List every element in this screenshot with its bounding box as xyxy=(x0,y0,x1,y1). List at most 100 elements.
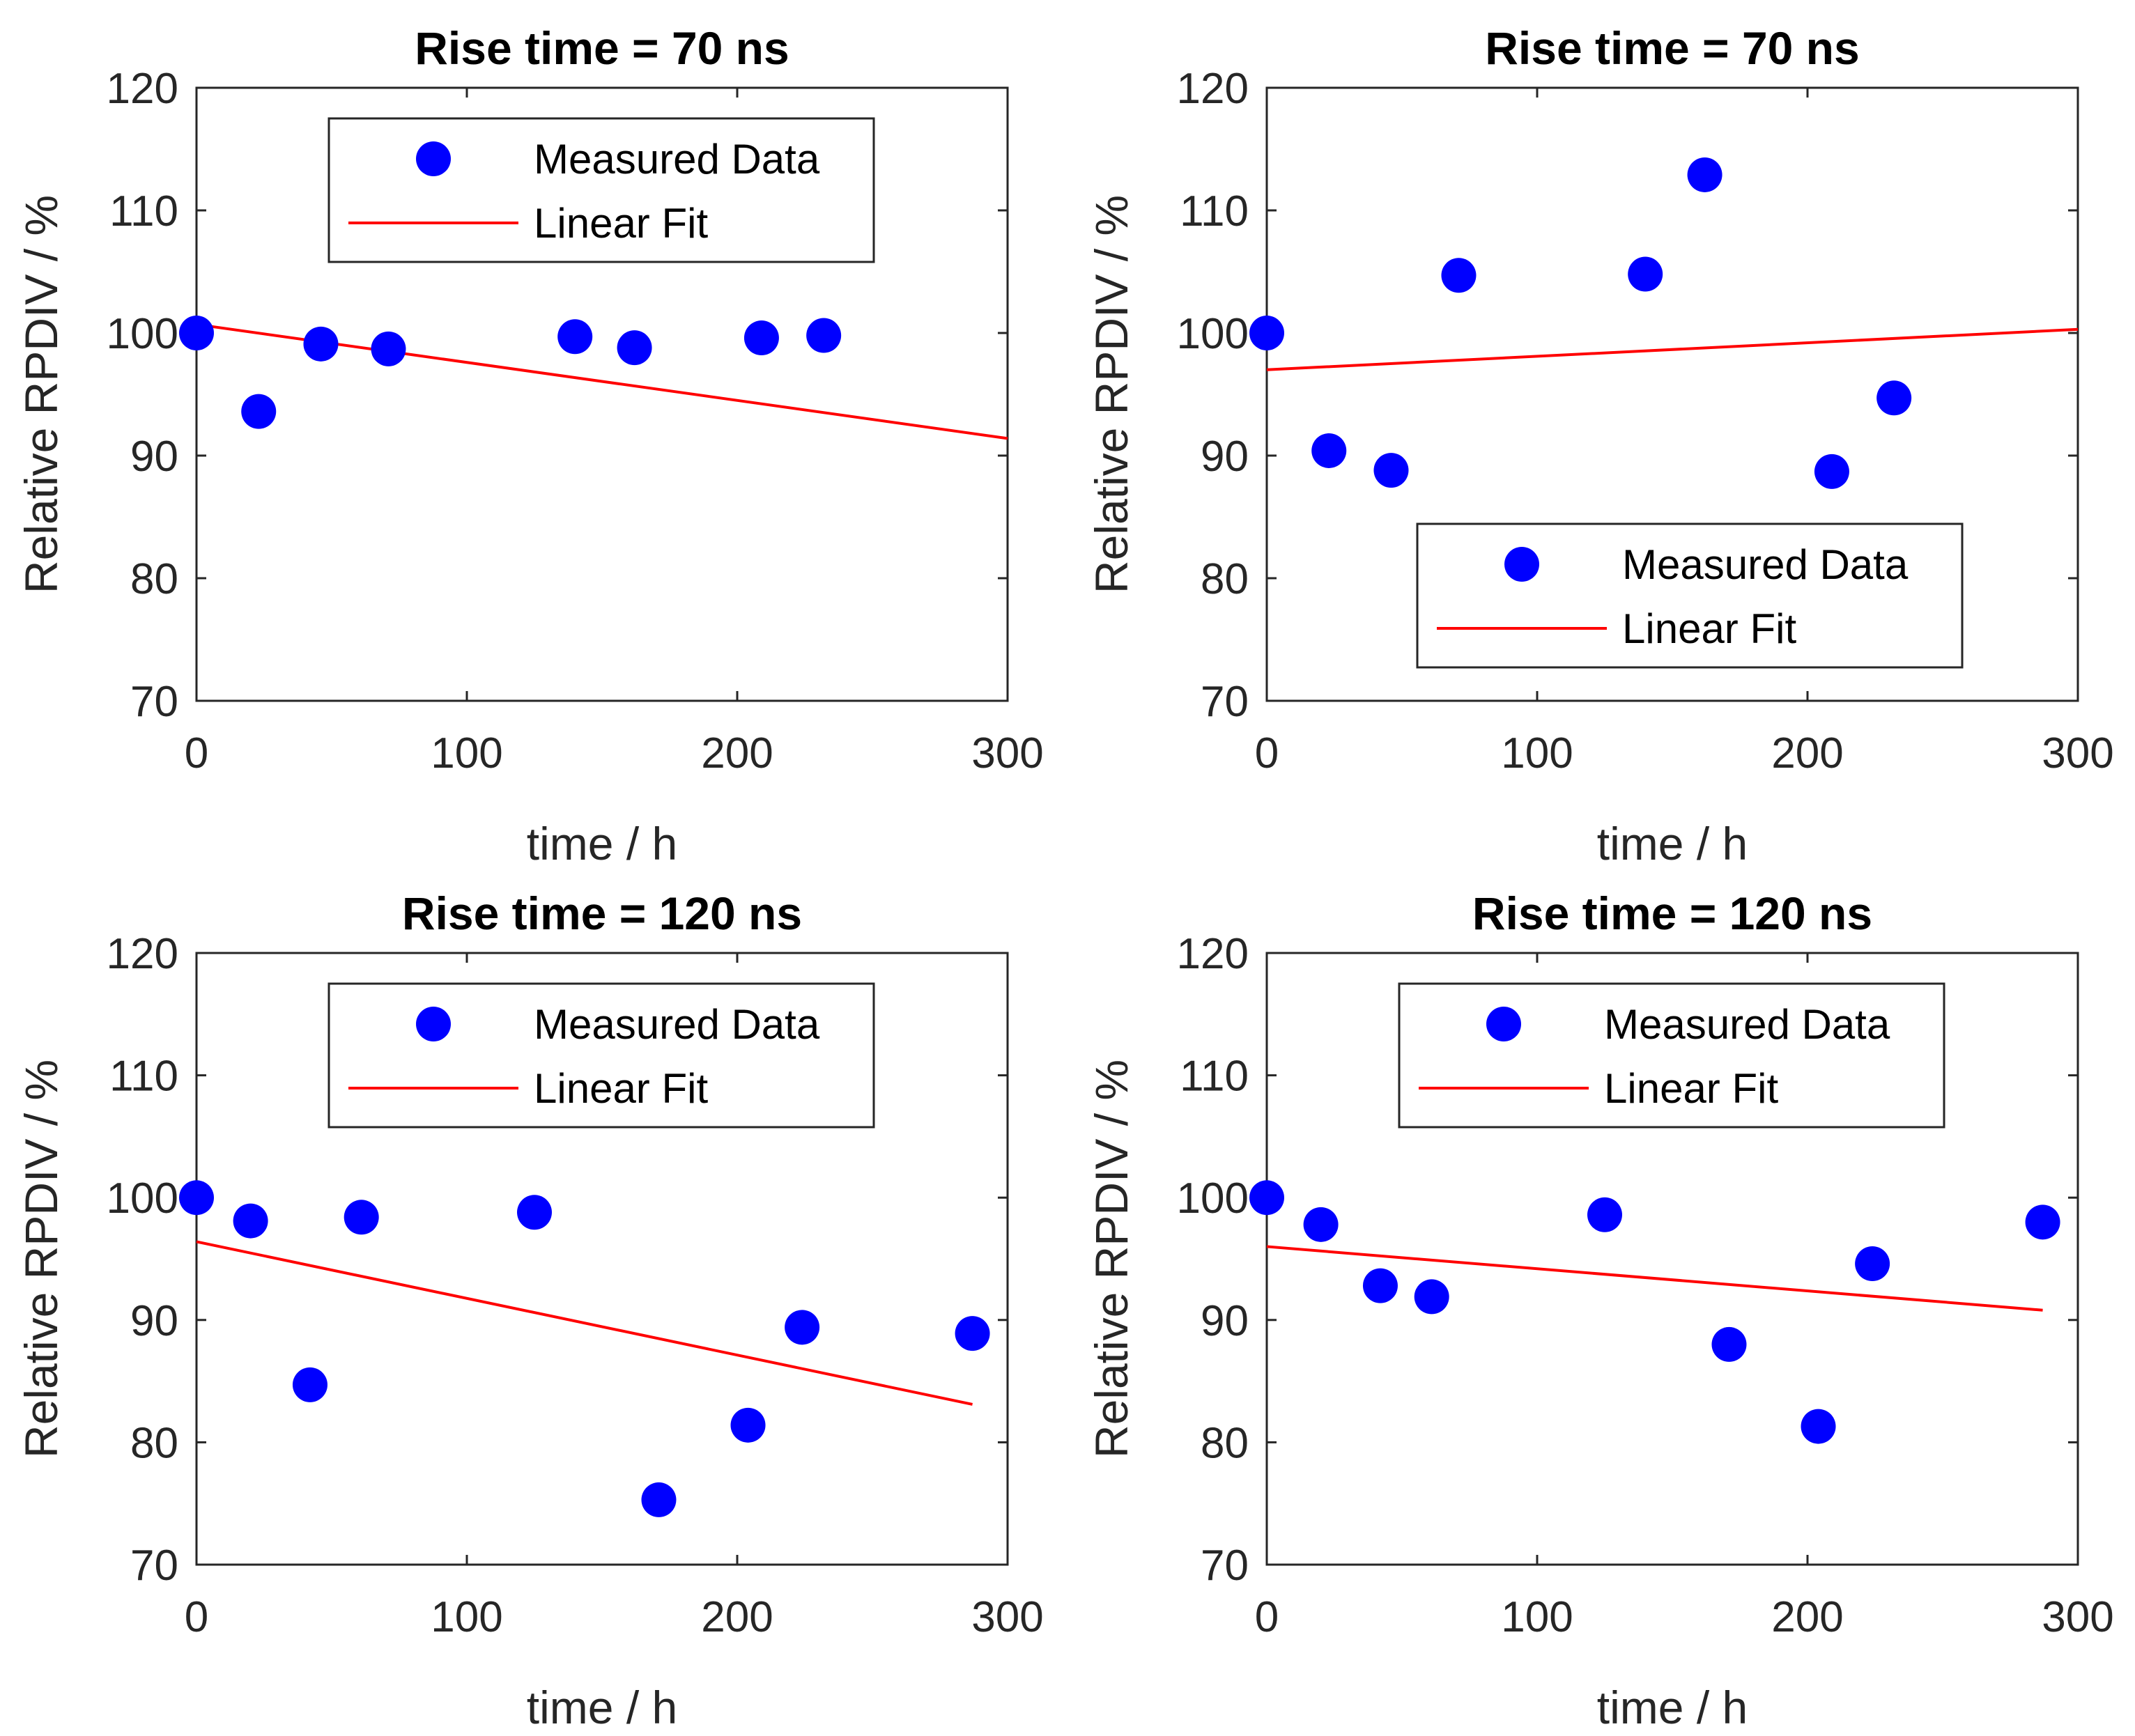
data-point xyxy=(1855,1246,1890,1281)
y-tick-label: 100 xyxy=(1177,310,1249,358)
y-tick-label: 70 xyxy=(1201,1542,1249,1590)
legend-marker-measured-data xyxy=(1486,1007,1521,1041)
x-tick-label: 300 xyxy=(971,1593,1043,1641)
x-tick-label: 0 xyxy=(185,729,208,777)
y-tick-label: 90 xyxy=(1201,1297,1249,1345)
legend: Measured Data Linear Fit xyxy=(1399,984,1944,1127)
y-tick-label: 70 xyxy=(1201,678,1249,726)
x-tick-label: 300 xyxy=(971,729,1043,777)
x-tick-label: 200 xyxy=(1771,729,1843,777)
y-tick-label: 120 xyxy=(1177,930,1249,978)
y-tick-label: 70 xyxy=(130,1542,178,1590)
legend-marker-measured-data xyxy=(416,141,451,176)
y-tick-label: 110 xyxy=(109,1053,178,1101)
legend-label-linear-fit: Linear Fit xyxy=(534,200,708,247)
legend-marker-measured-data xyxy=(416,1007,451,1041)
y-axis-label: Relative RPDIV / % xyxy=(15,1060,67,1458)
chart-1: 70 80 90 100 110 120 0 100 200 300 Rise time = 70 … xyxy=(15,22,1044,869)
chart-title: Rise time = 70 ns xyxy=(415,22,789,74)
x-tick-label: 100 xyxy=(1501,729,1573,777)
y-tick-label: 120 xyxy=(107,65,178,113)
legend-label-measured-data: Measured Data xyxy=(1622,541,1909,588)
data-point xyxy=(1801,1409,1836,1444)
data-point xyxy=(1688,157,1722,192)
data-point xyxy=(785,1310,819,1344)
data-point xyxy=(1814,454,1849,489)
y-tick-label: 90 xyxy=(1201,433,1249,481)
y-tick-label: 80 xyxy=(130,555,178,603)
y-tick-label: 100 xyxy=(107,310,178,358)
y-axis-label: Relative RPDIV / % xyxy=(15,195,67,594)
data-point xyxy=(744,320,779,355)
legend-label-measured-data: Measured Data xyxy=(534,136,820,183)
data-point xyxy=(1876,380,1911,415)
legend-marker-measured-data xyxy=(1504,547,1539,582)
legend-label-linear-fit: Linear Fit xyxy=(534,1065,708,1112)
data-point xyxy=(2026,1204,2060,1239)
data-point xyxy=(179,1180,214,1215)
x-tick-label: 300 xyxy=(2042,1593,2113,1641)
x-tick-label: 200 xyxy=(701,729,773,777)
data-point xyxy=(1249,1180,1284,1215)
x-tick-label: 0 xyxy=(185,1593,208,1641)
x-tick-label: 200 xyxy=(701,1593,773,1641)
data-point xyxy=(1628,257,1663,292)
x-tick-label: 100 xyxy=(431,1593,502,1641)
x-tick-label: 100 xyxy=(1501,1593,1573,1641)
y-axis-label: Relative RPDIV / % xyxy=(1086,195,1137,594)
legend: Measured Data Linear Fit xyxy=(1417,524,1962,667)
legend-label-linear-fit: Linear Fit xyxy=(1604,1065,1778,1112)
data-point xyxy=(303,327,338,362)
y-tick-label: 100 xyxy=(107,1175,178,1223)
data-point xyxy=(517,1195,552,1230)
y-tick-label: 120 xyxy=(107,930,178,978)
y-tick-label: 70 xyxy=(130,678,178,726)
x-axis-label: time / h xyxy=(527,818,677,869)
data-point xyxy=(1415,1279,1449,1314)
x-axis-label: time / h xyxy=(1597,1682,1748,1733)
y-tick-label: 110 xyxy=(1180,1053,1249,1101)
data-point xyxy=(1311,433,1346,468)
data-point xyxy=(1249,316,1284,350)
legend-label-measured-data: Measured Data xyxy=(534,1001,820,1048)
data-point xyxy=(1587,1198,1622,1232)
x-tick-label: 300 xyxy=(2042,729,2113,777)
data-point xyxy=(955,1316,990,1351)
data-point xyxy=(731,1408,766,1443)
data-point xyxy=(179,316,214,350)
x-tick-label: 100 xyxy=(431,729,502,777)
chart-title: Rise time = 70 ns xyxy=(1485,22,1859,74)
chart-4: 70 80 90 100 110 120 0 100 200 300 Rise time = 120… xyxy=(1086,888,2114,1733)
y-tick-label: 110 xyxy=(109,187,178,235)
y-tick-label: 120 xyxy=(1177,65,1249,113)
y-tick-label: 100 xyxy=(1177,1175,1249,1223)
data-point xyxy=(1441,258,1476,293)
legend-label-measured-data: Measured Data xyxy=(1604,1001,1890,1048)
data-point xyxy=(344,1200,379,1234)
data-point xyxy=(1363,1269,1398,1303)
data-point xyxy=(641,1482,676,1517)
legend: Measured Data Linear Fit xyxy=(329,118,874,262)
y-tick-label: 80 xyxy=(1201,1419,1249,1467)
data-point xyxy=(557,319,592,354)
data-point xyxy=(371,332,406,366)
x-tick-label: 0 xyxy=(1255,729,1279,777)
x-axis-label: time / h xyxy=(527,1682,677,1733)
chart-3: 7080901001101200 100 200 300Rise time = 120… xyxy=(15,888,1044,1733)
figure: 70 80 90 100 110 120 0 100 200 300 Rise time = 70 … xyxy=(0,0,2135,1736)
data-point xyxy=(293,1367,327,1402)
data-point xyxy=(1711,1327,1746,1362)
y-tick-label: 80 xyxy=(130,1419,178,1467)
legend-label-linear-fit: Linear Fit xyxy=(1622,605,1796,652)
y-tick-label: 110 xyxy=(1180,187,1249,235)
x-axis-label: time / h xyxy=(1597,818,1748,869)
data-point xyxy=(806,318,841,353)
chart-title: Rise time = 120 ns xyxy=(1472,888,1872,939)
y-tick-label: 90 xyxy=(130,433,178,481)
data-point xyxy=(233,1204,268,1239)
legend: Measured Data Linear Fit xyxy=(329,984,874,1127)
y-tick-label: 80 xyxy=(1201,555,1249,603)
data-point xyxy=(241,394,276,429)
data-point xyxy=(1373,453,1408,488)
chart-2: 70 80 90 100 110 120 0 100 200 300 Rise time = 70 … xyxy=(1086,22,2114,869)
